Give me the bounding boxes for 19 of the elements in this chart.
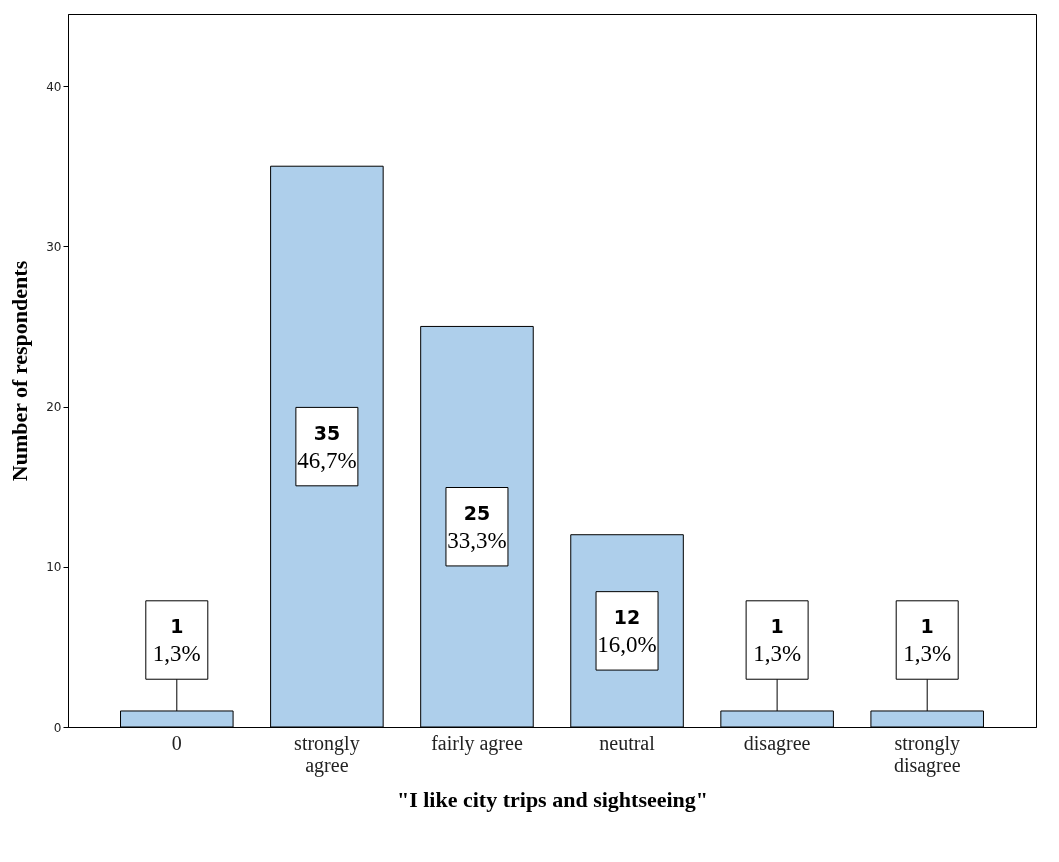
text: 1 1,3% bbox=[903, 615, 952, 667]
y-axis-title: Number of respondents bbox=[7, 260, 33, 482]
y-tick-label: 30 bbox=[46, 239, 62, 254]
text: 1 1,3% bbox=[152, 615, 201, 667]
y-tick-label: 0 bbox=[53, 720, 62, 735]
x-tick-label: neutral bbox=[599, 731, 656, 754]
y-tick-label: 40 bbox=[46, 79, 62, 94]
y-tick-label: 10 bbox=[46, 560, 62, 575]
x-tick-label: disagree bbox=[743, 731, 811, 755]
x-tick-label: strongly disagree bbox=[893, 731, 961, 777]
x-tick-label: strongly agree bbox=[294, 731, 360, 777]
y-tick-label: 20 bbox=[46, 400, 62, 415]
text: 35 46,7% bbox=[297, 421, 357, 473]
text: 12 16,0% bbox=[597, 605, 657, 657]
text: 25 33,3% bbox=[447, 501, 507, 553]
x-tick-label: fairly agree bbox=[431, 731, 523, 755]
x-tick-label: 0 bbox=[171, 731, 182, 754]
x-axis-title: "I like city trips and sightseeing" bbox=[396, 786, 709, 812]
text: 1 1,3% bbox=[753, 615, 802, 667]
